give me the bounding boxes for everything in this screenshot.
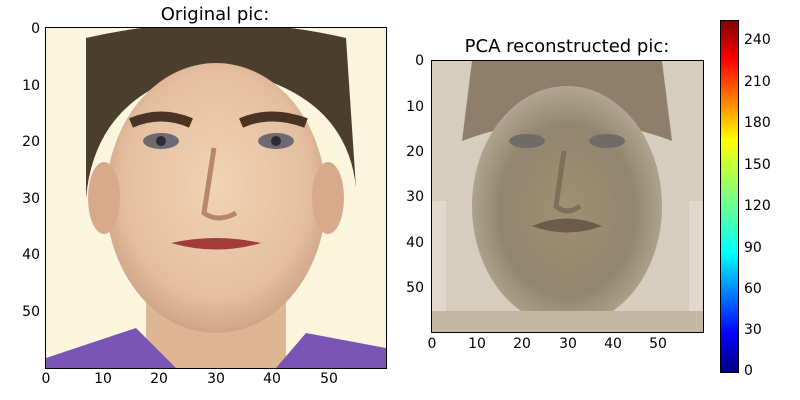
x-tick: 50 [649,336,667,352]
y-tick: 40 [406,235,424,251]
x-tick: 10 [468,336,486,352]
y-tick: 10 [406,99,424,115]
x-tick: 40 [263,371,281,387]
original-title: Original pic: [160,4,270,25]
colorbar-tick: 120 [744,198,771,214]
pca-face-image [432,61,703,332]
x-tick: 20 [513,336,531,352]
y-tick: 30 [406,189,424,205]
x-tick: 50 [320,371,338,387]
x-tick: 0 [427,336,437,352]
pca-image [431,60,704,333]
y-tick: 0 [31,21,40,37]
colorbar-tick: 90 [744,240,762,256]
y-tick: 20 [406,144,424,160]
x-tick: 0 [41,371,51,387]
x-tick: 20 [150,371,168,387]
y-tick: 20 [22,134,40,150]
x-tick: 40 [604,336,622,352]
y-tick: 50 [22,304,40,320]
colorbar-tick: 60 [744,281,762,297]
y-tick: 40 [22,247,40,263]
colorbar-tick: 30 [744,322,762,338]
pca-title: PCA reconstructed pic: [464,36,670,57]
x-tick: 30 [559,336,577,352]
colorbar-tick: 180 [744,115,771,131]
y-tick: 30 [22,191,40,207]
y-tick: 0 [415,53,424,69]
colorbar-tick: 240 [744,32,771,48]
colorbar-tick: 210 [744,74,771,90]
x-tick: 30 [207,371,225,387]
x-tick: 10 [94,371,112,387]
colorbar-tick: 0 [744,363,753,379]
colorbar-gradient [721,21,738,372]
colorbar-tick: 150 [744,157,771,173]
original-image [45,27,387,369]
y-tick: 50 [406,280,424,296]
original-face-image [46,28,386,368]
colorbar [720,20,739,373]
y-tick: 10 [22,78,40,94]
